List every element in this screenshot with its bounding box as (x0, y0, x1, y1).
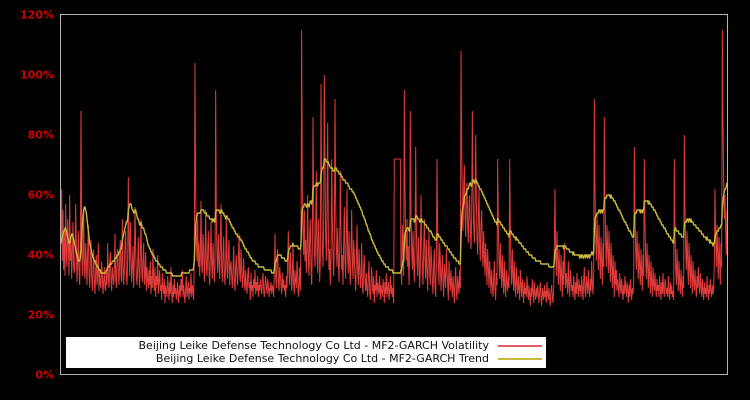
series-line-volatility (61, 29, 727, 307)
y-axis-tick-label: 20% (27, 308, 54, 322)
legend-label-volatility: Beijing Leike Defense Technology Co Ltd … (138, 339, 489, 352)
legend-entry-trend: Beijing Leike Defense Technology Co Ltd … (70, 352, 542, 365)
legend-swatch-trend-icon (498, 357, 542, 360)
plot-area (60, 14, 728, 375)
legend-label-trend: Beijing Leike Defense Technology Co Ltd … (155, 352, 489, 365)
y-axis-tick-label: 40% (27, 248, 54, 262)
y-axis-tick-label: 100% (20, 68, 54, 82)
y-axis-tick-label: 0% (35, 368, 54, 382)
y-axis-tick-label: 120% (20, 8, 54, 22)
y-axis-tick-label: 80% (27, 128, 54, 142)
chart-legend: Beijing Leike Defense Technology Co Ltd … (66, 337, 546, 368)
y-axis: 120% 100% 80% 60% 40% 20% 0% (0, 0, 54, 400)
y-axis-tick-label: 60% (27, 188, 54, 202)
legend-swatch-volatility-icon (498, 344, 542, 347)
series-line-trend (61, 158, 727, 277)
legend-entry-volatility: Beijing Leike Defense Technology Co Ltd … (70, 339, 542, 352)
plot-svg (61, 29, 727, 307)
